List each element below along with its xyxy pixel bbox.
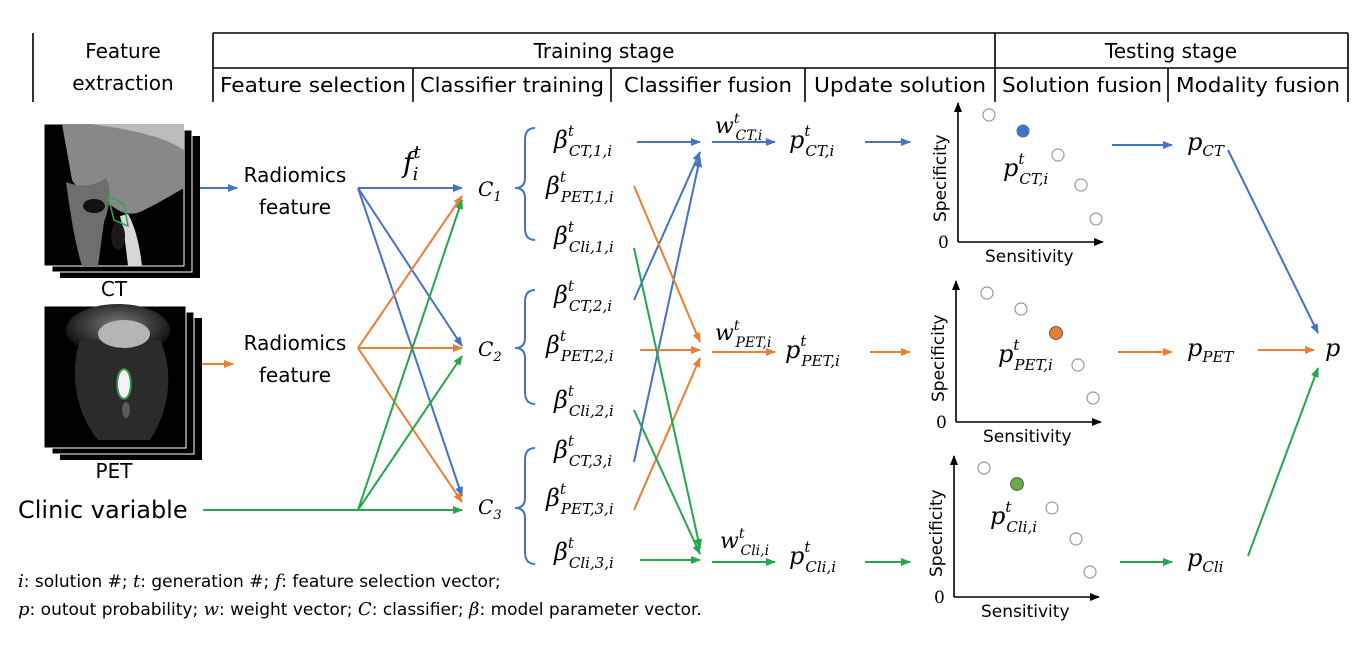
classifier-braces [514,127,536,565]
beta-parameters: βt CT,1,i βt PET,1,i βt Cli,1,i βt CT,2,i βt… [545,122,614,572]
header-table [32,32,1349,102]
legend-line-2: p: outout probability; w: weight vector;… [18,599,702,620]
classifier-3: C3 [478,495,502,523]
plot-pet-point [1014,302,1028,316]
beta-ct-1: βt CT,1,i [553,122,612,160]
classifier-1: C1 [478,177,502,205]
beta-ct-2: βt CT,2,i [553,277,612,315]
beta-cli-2: βt Cli,2,i [553,382,614,420]
prob-pet-i: pt PET,i [785,332,840,370]
plot-cli-selected-point [1010,477,1024,491]
plot-pet-point [1086,391,1100,405]
header-feature-selection: Feature selection [220,73,406,97]
ct-image-stack [43,123,200,278]
pareto-plot-pet: Specificity Sensitivity 0 pt PET,i [929,280,1102,447]
header-testing-stage: Testing stage [1104,39,1237,63]
final-output-p: p [1325,334,1340,362]
radiomics-label-pet: Radiomics [244,331,347,355]
plot-pet-point [980,286,994,300]
plot-ct-xlabel: Sensitivity [985,247,1074,267]
beta-cli-1: βt Cli,1,i [553,218,614,256]
plot-cli-point [1045,501,1059,515]
header-modality-fusion: Modality fusion [1176,73,1340,97]
plot-pet-xlabel: Sensitivity [983,427,1072,447]
clinic-variable-label: Clinic variable [18,496,188,524]
plot-pet-ylabel: Specificity [929,314,949,402]
header-solution-fusion: Solution fusion [1002,73,1162,97]
arrow-pcli-to-p [1247,367,1319,557]
header-feature-extraction-line2: extraction [72,71,173,95]
plot-pet-prob-label: pt PET,i [998,336,1053,374]
beta-pet-1: βt PET,1,i [545,168,614,206]
final-prob-pet: pPET [1187,334,1234,366]
plot-pet-point [1071,358,1085,372]
plot-ct-point [1051,148,1065,162]
header-training-stage: Training stage [533,39,675,63]
radiomics-label-ct: Radiomics [244,163,347,187]
header-classifier-fusion: Classifier fusion [624,73,792,97]
pareto-plot-ct: Specificity Sensitivity 0 pt CT,i [931,102,1104,267]
feature-selection-vector-symbol: ft i [401,142,421,185]
weight-ct: wt CT,i [715,111,762,144]
beta-pet-3: βt PET,3,i [545,480,614,518]
plot-cli-point [1069,532,1083,546]
plot-ct-ylabel: Specificity [931,134,951,222]
plot-cli-point [977,461,991,475]
pet-image-stack [43,304,202,460]
plot-ct-zero: 0 [938,233,949,253]
plot-ct-selected-point [1016,124,1030,138]
weight-cli: wt Cli,i [720,526,769,559]
prob-ct-i: pt CT,i [789,122,834,160]
prob-cli-i: pt Cli,i [789,538,836,576]
ct-label: CT [101,277,128,301]
header-update-solution: Update solution [814,73,986,97]
plot-cli-prob-label: pt Cli,i [990,498,1037,536]
pareto-plot-cli: Specificity Sensitivity 0 pt Cli,i [927,455,1100,622]
feature-label-pet: feature [259,363,331,387]
legend-line-1: i: solution #; t: generation #; f: featu… [18,571,501,592]
weight-pet: wt PET,i [715,318,771,351]
beta-ct-3: βt CT,3,i [553,432,612,470]
plot-ct-point [1074,178,1088,192]
header-feature-extraction-line1: Feature [85,39,161,63]
plot-ct-prob-label: pt CT,i [1003,150,1048,188]
final-prob-ct: pCT [1187,128,1225,160]
beta-cli-3: βt Cli,3,i [553,534,614,572]
plot-cli-point [1083,565,1097,579]
plot-cli-zero: 0 [934,588,945,608]
header-classifier-training: Classifier training [420,73,604,97]
plot-pet-selected-point [1049,326,1063,340]
plot-ct-point [1089,212,1103,226]
classifier-2: C2 [478,337,502,365]
beta-pet-2: βt PET,2,i [545,327,614,365]
final-prob-cli: pCli [1187,544,1224,576]
plot-ct-point [982,108,996,122]
plot-cli-ylabel: Specificity [927,489,947,577]
arrow-pct-to-p [1227,149,1319,334]
plot-cli-xlabel: Sensitivity [981,602,1070,622]
pet-label: PET [96,459,134,483]
feature-label-ct: feature [259,195,331,219]
feature-selection-connections [357,184,463,514]
plot-pet-zero: 0 [936,413,947,433]
classifier-fusion-connections [633,138,702,564]
